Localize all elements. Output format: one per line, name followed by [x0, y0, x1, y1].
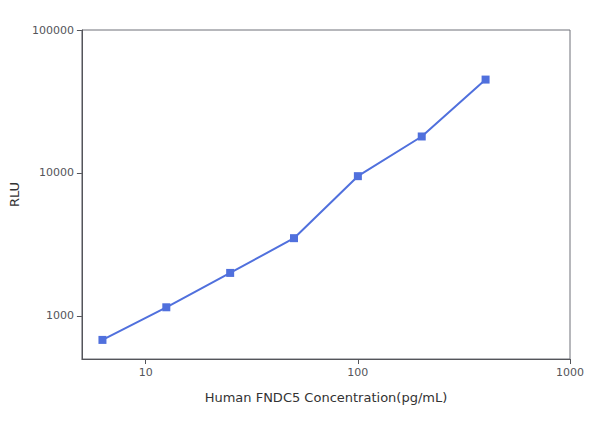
- svg-text:10: 10: [139, 366, 153, 379]
- svg-text:10000: 10000: [39, 166, 74, 179]
- svg-text:RLU: RLU: [7, 182, 22, 207]
- svg-text:100: 100: [347, 366, 368, 379]
- svg-text:1000: 1000: [556, 366, 584, 379]
- svg-text:Human FNDC5 Concentration(pg/m: Human FNDC5 Concentration(pg/mL): [205, 390, 448, 405]
- svg-text:100000: 100000: [32, 24, 74, 37]
- svg-text:1000: 1000: [46, 309, 74, 322]
